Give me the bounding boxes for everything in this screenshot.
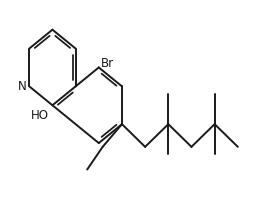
Text: N: N (17, 80, 26, 93)
Text: HO: HO (31, 109, 49, 122)
Text: Br: Br (101, 57, 114, 70)
